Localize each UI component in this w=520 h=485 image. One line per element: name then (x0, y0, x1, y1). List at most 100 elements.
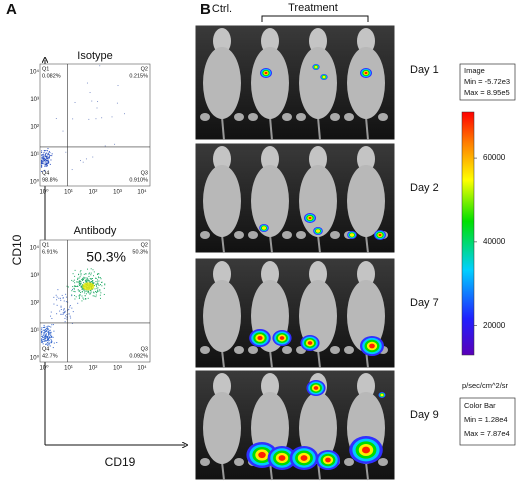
event-dot (69, 315, 71, 317)
mouse-leg (200, 231, 210, 239)
mouse-head (261, 373, 279, 399)
event-dot (48, 343, 50, 345)
color-bar-title: Color Bar (464, 401, 496, 410)
event-dot (46, 156, 48, 158)
event-dot (95, 296, 97, 298)
event-dot (41, 150, 43, 152)
event-dot (91, 281, 93, 283)
day-label: Day 1 (410, 64, 439, 76)
event-dot (81, 290, 83, 292)
event-dot (111, 116, 113, 118)
event-dot (93, 292, 95, 294)
event-dot (78, 277, 80, 279)
tail (221, 461, 225, 481)
image-min: Min = -5.72e3 (464, 77, 510, 86)
event-dot (49, 152, 51, 154)
tail (269, 234, 273, 254)
event-dot (46, 159, 48, 161)
event-dot (61, 313, 63, 315)
quadrant-name: Q4 (42, 346, 49, 352)
signal (361, 446, 371, 454)
event-dot (46, 155, 48, 157)
event-dot (104, 284, 106, 286)
mouse-body (299, 165, 337, 237)
event-dot (87, 297, 89, 299)
event-dot (46, 336, 48, 338)
event-dot (85, 289, 87, 291)
x-tick-label: 10² (89, 366, 98, 372)
event-dot (103, 293, 105, 295)
event-dot (96, 285, 98, 287)
event-dot (48, 331, 50, 333)
signal (325, 457, 331, 463)
quadrant-name: Q2 (141, 66, 148, 72)
event-dot (43, 151, 45, 153)
event-dot (62, 297, 64, 299)
event-dot (78, 295, 80, 297)
event-dot (87, 291, 89, 293)
event-dot (47, 325, 49, 327)
event-dot (83, 276, 85, 278)
event-dot (53, 296, 55, 298)
event-dot (51, 324, 53, 326)
event-dot (91, 277, 93, 279)
mouse-head (213, 261, 231, 287)
tail (317, 234, 321, 254)
event-dot (46, 330, 48, 332)
event-dot (41, 161, 43, 163)
event-dot (97, 273, 99, 275)
mouse-body (347, 47, 385, 119)
event-dot (48, 156, 50, 158)
event-dot (101, 281, 103, 283)
panel-label: B (200, 1, 211, 18)
event-dot (46, 163, 48, 165)
signal (314, 65, 318, 69)
y-tick-label: 10⁴ (30, 69, 40, 76)
event-dot (55, 294, 57, 296)
event-dot (97, 276, 99, 278)
event-dot (45, 340, 47, 342)
event-dot (114, 143, 116, 145)
event-dot (79, 280, 81, 282)
quadrant-value: 0.215% (129, 73, 148, 79)
mouse-head (309, 146, 327, 172)
event-dot (51, 341, 53, 343)
event-dot (50, 336, 52, 338)
event-dot (75, 296, 77, 298)
event-dot (91, 278, 93, 280)
event-dot (41, 331, 43, 333)
event-dot (95, 281, 97, 283)
event-dot (46, 164, 48, 166)
event-dot (45, 153, 47, 155)
event-dot (71, 279, 73, 281)
event-dot (96, 287, 98, 289)
event-dot (116, 102, 118, 104)
image-max: Max = 8.95e5 (464, 88, 510, 97)
event-dot (48, 340, 50, 342)
event-dot (47, 161, 49, 163)
event-dot (65, 151, 67, 153)
event-dot (51, 317, 53, 319)
x-tick-label: 10⁴ (137, 365, 147, 372)
event-dot (45, 328, 47, 330)
event-dot (48, 330, 50, 332)
mouse-body (203, 392, 241, 464)
event-dot (63, 311, 65, 313)
event-dot (60, 309, 62, 311)
mouse-leg (296, 113, 306, 121)
event-dot (43, 329, 45, 331)
colorbar-tick-label: 60000 (483, 153, 506, 162)
event-dot (74, 298, 76, 300)
quadrant-name: Q3 (141, 170, 148, 176)
quadrant-value: 6.91% (42, 249, 58, 255)
event-dot (49, 332, 51, 334)
mouse-leg (344, 458, 354, 466)
event-dot (88, 292, 90, 294)
event-dot (95, 118, 97, 120)
event-dot (47, 335, 49, 337)
event-dot (41, 341, 43, 343)
quadrant-value: 0.910% (129, 177, 148, 183)
event-dot (44, 331, 46, 333)
event-dot (41, 159, 43, 161)
event-dot (47, 327, 49, 329)
